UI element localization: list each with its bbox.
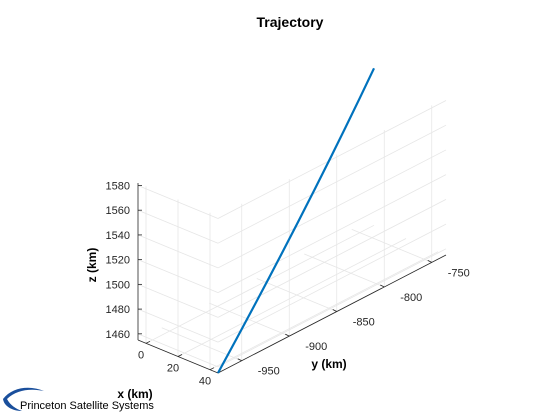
- y-tick-label: -900: [305, 341, 327, 353]
- x-tick-mark: [146, 341, 150, 343]
- grid-line: [218, 175, 446, 293]
- axis-lines: [138, 183, 446, 373]
- z-tick-label: 1520: [106, 255, 130, 267]
- z-axis-label: z (km): [85, 248, 99, 283]
- x-axis-label: x (km): [117, 387, 152, 401]
- company-name: Princeton Satellite Systems: [20, 400, 154, 412]
- x-tick-label: 40: [199, 376, 211, 388]
- grid-line: [218, 100, 446, 218]
- y-tick-label: -800: [400, 292, 422, 304]
- z-tick-label: 1460: [106, 329, 130, 341]
- z-tick-label: 1560: [106, 205, 130, 217]
- grid-line: [304, 254, 384, 287]
- y-tick-label: -750: [448, 267, 470, 279]
- x-tick-mark: [210, 368, 214, 370]
- grid-line: [218, 150, 446, 268]
- grid-line: [209, 303, 289, 336]
- grid-line: [352, 229, 432, 262]
- y-tick-label: -850: [353, 317, 375, 329]
- grid-line: [218, 125, 446, 243]
- tick-labels: 1460 1480 1500 1520 1540 1560 1580 0 20 40 -950 -90…: [106, 180, 470, 387]
- z-tick-label: 1480: [106, 304, 130, 316]
- grid-line: [178, 239, 406, 357]
- z-tick-label: 1580: [106, 180, 130, 192]
- grid-line: [218, 224, 446, 342]
- z-tick-label: 1500: [106, 279, 130, 291]
- y-axis-line: [218, 255, 446, 373]
- y-tick-label: -950: [258, 366, 280, 378]
- x-tick-mark: [178, 355, 182, 357]
- chart-title: Trajectory: [257, 14, 324, 30]
- x-tick-label: 0: [138, 349, 144, 361]
- x-tick-label: 20: [167, 363, 179, 375]
- y-axis-label: y (km): [311, 357, 346, 371]
- grid-line: [257, 279, 337, 312]
- grid-line: [146, 225, 374, 343]
- z-tick-label: 1540: [106, 230, 130, 242]
- grid-line: [162, 328, 242, 361]
